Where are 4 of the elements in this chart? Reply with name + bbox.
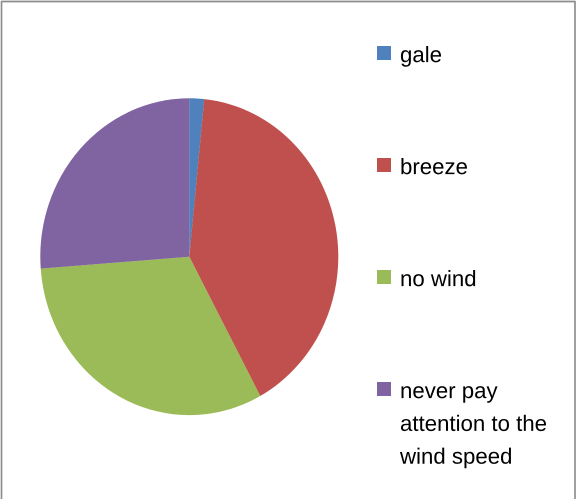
- legend-label: gale: [400, 46, 442, 67]
- legend-label: no wind: [401, 270, 476, 286]
- legend-label: never pay attention to the wind speed: [400, 386, 546, 468]
- legend-label: breeze: [401, 158, 467, 174]
